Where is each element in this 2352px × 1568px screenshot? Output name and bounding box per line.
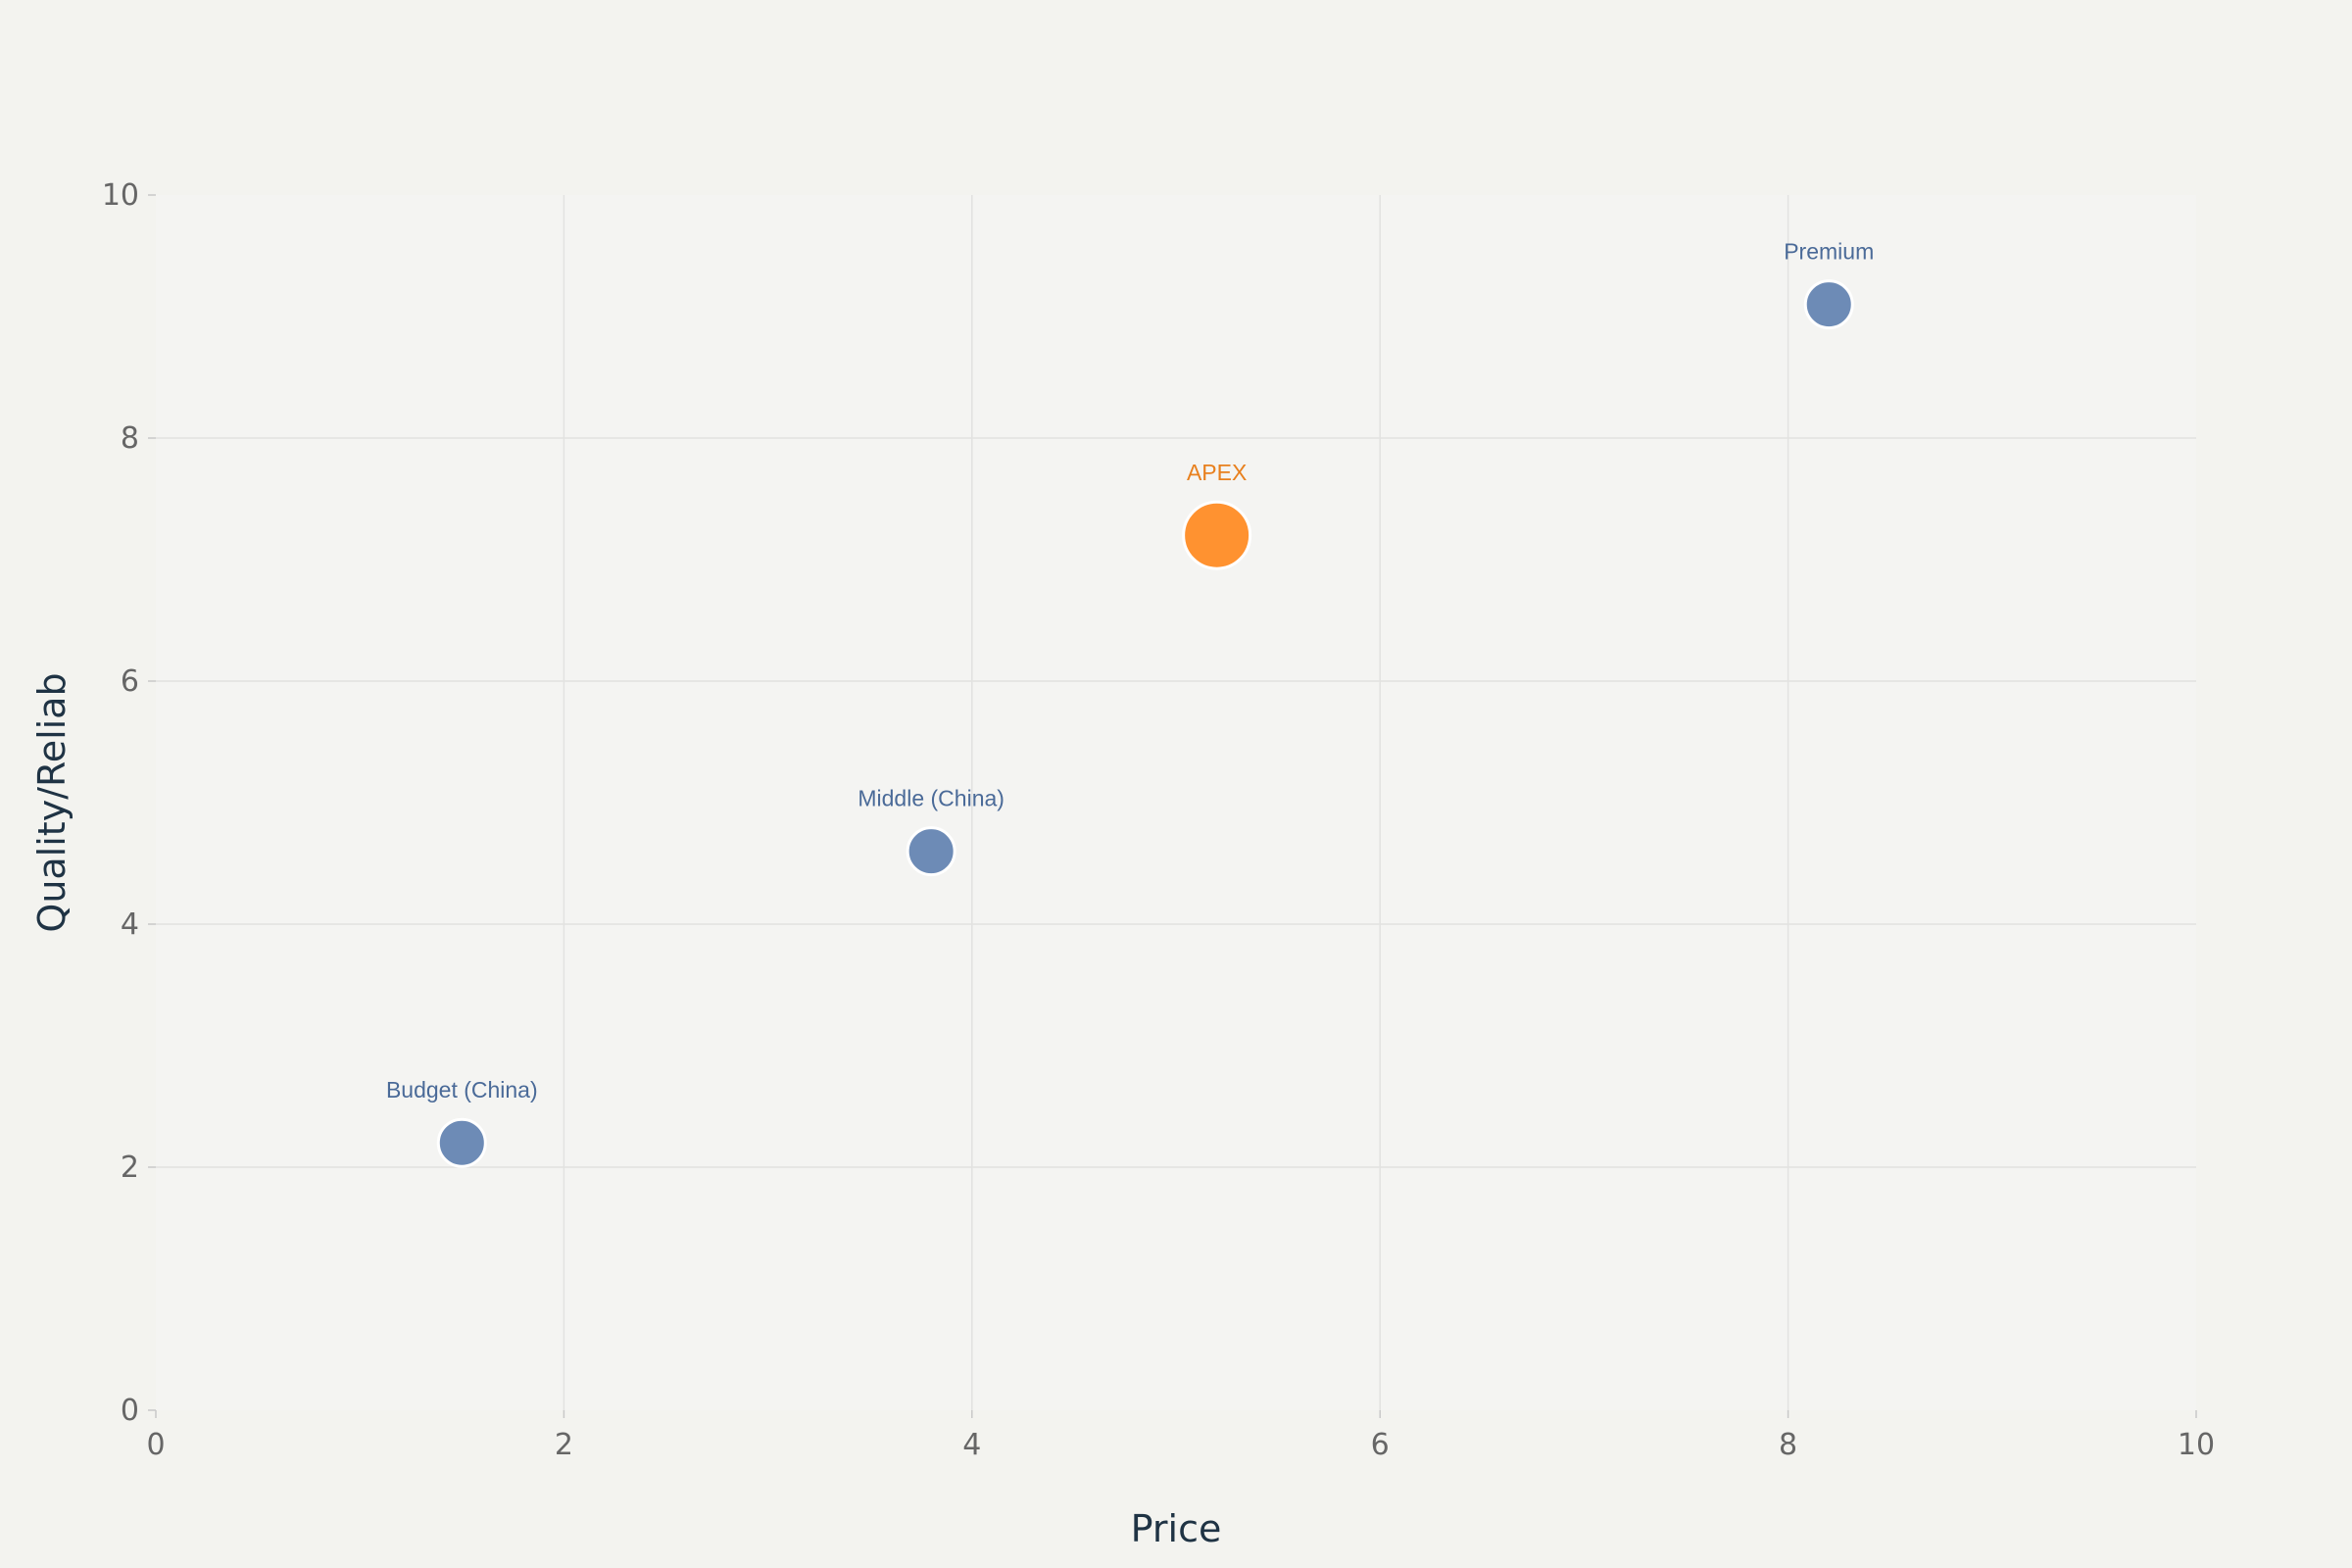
x-tick-label: 10 [2178, 1428, 2215, 1462]
x-tick-label: 2 [555, 1428, 573, 1462]
data-point-label: Budget (China) [386, 1077, 538, 1102]
data-point-label: APEX [1187, 460, 1247, 485]
data-point-marker [436, 1117, 487, 1168]
y-tick-label: 0 [121, 1394, 139, 1428]
x-tick-label: 0 [146, 1428, 165, 1462]
data-point-label: Premium [1784, 239, 1874, 265]
x-tick-label: 6 [1371, 1428, 1390, 1462]
y-axis-title: Quality/Reliab [30, 672, 74, 932]
y-tick-label: 6 [121, 664, 139, 699]
data-points: Budget (China) Middle (China) APEX Premium [386, 239, 1874, 1168]
x-tick-label: 8 [1779, 1428, 1797, 1462]
x-axis-title: Price [1131, 1507, 1222, 1550]
data-point-marker [906, 826, 956, 877]
y-axis: 0 2 4 6 8 10 [102, 178, 156, 1428]
x-axis: 0 2 4 6 8 10 [146, 1410, 2215, 1462]
y-tick-label: 10 [102, 178, 139, 213]
plot-area [156, 195, 2196, 1410]
x-tick-label: 4 [962, 1428, 981, 1462]
y-tick-label: 4 [121, 907, 139, 942]
y-tick-label: 2 [121, 1151, 139, 1185]
data-point-marker [1182, 500, 1252, 570]
y-tick-label: 8 [121, 421, 139, 456]
grid-lines [156, 195, 2196, 1410]
data-point-label: Middle (China) [858, 786, 1004, 811]
data-point-marker [1803, 279, 1854, 330]
